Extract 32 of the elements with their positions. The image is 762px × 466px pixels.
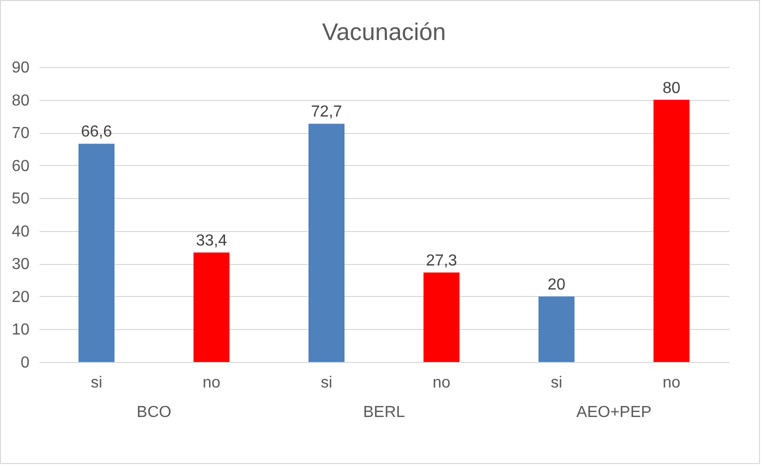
y-tick-label: 80	[12, 92, 30, 110]
x-tick-label: si	[550, 374, 562, 392]
data-label: 66,6	[80, 124, 112, 141]
chart-title: Vacunación	[322, 19, 446, 46]
y-tick-label: 70	[12, 125, 30, 142]
y-tick-label: 40	[12, 223, 30, 240]
bar	[308, 124, 344, 362]
y-tick-label: 90	[12, 60, 30, 76]
x-tick-label: no	[662, 374, 680, 392]
bar	[538, 296, 574, 362]
x-tick-label: si	[90, 374, 102, 392]
y-tick-label: 20	[12, 288, 30, 306]
y-tick-label: 30	[12, 256, 30, 274]
bar	[78, 144, 114, 362]
y-tick-label: 50	[12, 190, 30, 208]
text: BERL	[363, 404, 405, 421]
text: AEO+PEP	[576, 404, 652, 421]
x-tick-label: no	[202, 374, 220, 392]
bar	[654, 100, 690, 362]
text: BCO	[136, 404, 172, 421]
bar	[194, 252, 230, 362]
y-tick-label: 60	[12, 158, 30, 175]
bar	[424, 272, 460, 362]
data-label: 33,4	[196, 232, 228, 250]
data-label: 27,3	[426, 252, 458, 270]
data-label: 80	[662, 80, 680, 97]
y-tick-label: 0	[20, 354, 30, 372]
x-tick-label: no	[432, 374, 450, 392]
data-label: 20	[548, 276, 566, 294]
data-label: 72,7	[310, 104, 342, 121]
y-tick-label: 10	[12, 322, 30, 339]
x-tick-label: si	[320, 374, 332, 392]
